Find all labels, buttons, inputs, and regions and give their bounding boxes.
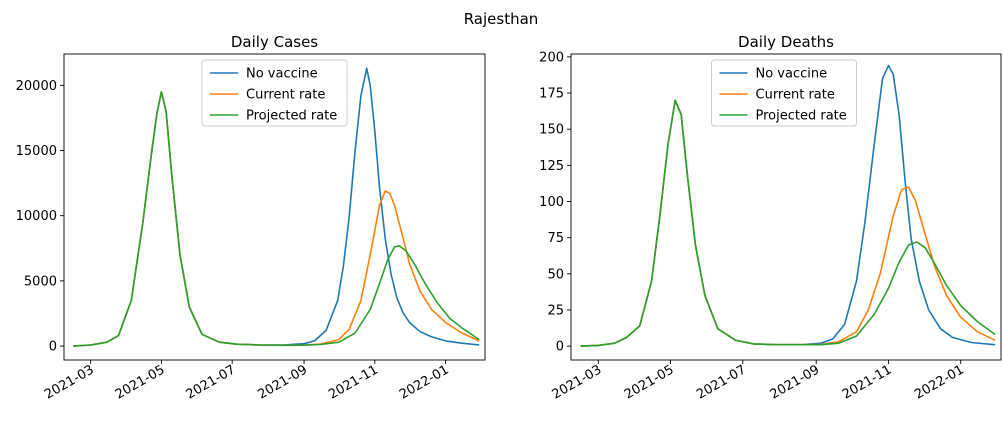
x-tick-label: 2021-03 [550, 362, 605, 402]
x-tick-label: 2021-07 [184, 362, 239, 402]
legend-entry: Projected rate [756, 109, 847, 124]
legend: No vaccine Current rate Projected rate [201, 59, 348, 127]
y-tick-label: 175 [539, 87, 564, 102]
x-tick-label: 2022-01 [912, 362, 967, 402]
y-tick-label: 50 [547, 267, 564, 282]
y-tick-label: 200 [539, 50, 564, 65]
x-tick-label: 2021-11 [840, 362, 895, 402]
y-tick-label: 75 [547, 231, 564, 246]
y-tick-label: 10000 [16, 209, 57, 224]
y-tick-label: 125 [539, 159, 564, 174]
x-tick-label: 2021-09 [768, 362, 823, 402]
legend-box [201, 59, 348, 127]
y-tick-label: 20000 [16, 79, 57, 94]
x-tick-label: 2021-05 [113, 362, 168, 402]
chart-daily-cases: Daily Cases 0 5000 10000 15000 20000 2021-03 20… [16, 33, 486, 403]
x-tick-label: 2021-05 [622, 362, 677, 402]
legend-entry: Current rate [756, 88, 835, 103]
y-tick-label: 5000 [24, 274, 57, 289]
plot-frame [63, 53, 486, 361]
legend: No vaccine Current rate Projected rate [711, 59, 857, 127]
figure-suptitle: Rajesthan [464, 10, 539, 28]
series-line-projected-rate [580, 99, 996, 347]
chart-daily-deaths: Daily Deaths 0 25 50 75 100 125 150 175 200 2021-0… [539, 33, 1002, 403]
legend-box [711, 59, 857, 127]
x-tick-label: 2021-09 [256, 362, 311, 402]
series-line-current-rate [73, 91, 480, 347]
chart-title: Daily Deaths [738, 33, 834, 51]
plot-frame [570, 53, 1002, 361]
legend-entry: No vaccine [246, 67, 318, 82]
y-tick-label: 150 [539, 123, 564, 138]
y-tick-label: 25 [547, 303, 564, 318]
series-line-current-rate [580, 99, 996, 347]
legend-entry: No vaccine [756, 67, 828, 82]
x-tick-label: 2021-11 [326, 362, 381, 402]
legend-entry: Current rate [246, 88, 325, 103]
x-tick-label: 2022-01 [397, 362, 452, 402]
legend-entry: Projected rate [246, 109, 337, 124]
y-tick-label: 15000 [16, 144, 57, 159]
x-tick-label: 2021-07 [694, 362, 749, 402]
y-tick-label: 100 [539, 195, 564, 210]
y-tick-label: 0 [556, 340, 564, 355]
y-tick-label: 0 [49, 340, 57, 355]
chart-title: Daily Cases [231, 33, 318, 51]
x-tick-label: 2021-03 [42, 362, 97, 402]
series-line-projected-rate [73, 91, 480, 347]
